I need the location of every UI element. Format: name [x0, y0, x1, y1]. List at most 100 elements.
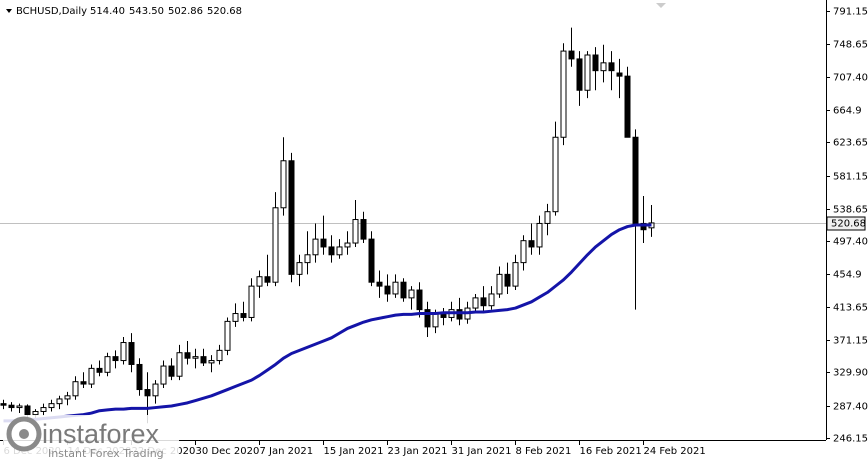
y-tick-label: 246.15 [833, 434, 868, 445]
y-tick-label: 707.40 [833, 73, 868, 84]
candle-body [536, 222, 543, 248]
candle-body [584, 54, 591, 91]
candle-body [424, 309, 431, 328]
last-price-label: 520.68 [831, 219, 866, 230]
candle-body [616, 72, 623, 77]
ohlc-value: 543.50 [129, 6, 164, 17]
candle-body [408, 289, 415, 299]
symbol: BCHUSD,Daily [16, 6, 87, 17]
candle-body [504, 273, 511, 287]
candle-body [304, 254, 311, 264]
watermark: instaforex Instant Forex Trading [3, 415, 179, 460]
candle-body [144, 389, 151, 397]
y-tick-label: 623.65 [833, 138, 868, 149]
tagline: Instant Forex Trading [48, 447, 164, 460]
candle-body [520, 240, 527, 264]
menu-arrow[interactable] [6, 9, 12, 13]
candle-body [192, 356, 199, 359]
candle-body [136, 363, 143, 391]
candle-body [496, 273, 503, 295]
y-tick-label: 413.65 [833, 303, 868, 314]
candle-body [368, 238, 375, 283]
moving-average [3, 223, 652, 423]
y-tick-label: 664.9 [833, 106, 862, 117]
candle-body [128, 342, 135, 365]
candle-body [152, 383, 159, 397]
y-tick-label: 497.40 [833, 237, 868, 248]
candle-body [488, 293, 495, 307]
candle-body [240, 313, 247, 318]
candle-body [8, 404, 15, 409]
candle-body [416, 289, 423, 311]
candle-body [48, 403, 55, 409]
y-tick-label: 287.40 [833, 402, 868, 413]
candle-body [64, 395, 71, 400]
candle-body [104, 356, 111, 373]
candle-body [184, 352, 191, 359]
candle-body [528, 240, 535, 248]
candle-body [472, 297, 479, 309]
candle-body [400, 281, 407, 299]
logo-dot [19, 429, 29, 439]
candle-body [344, 242, 351, 248]
candle-body [168, 365, 175, 377]
candle-body [72, 381, 79, 397]
candle-body [216, 349, 223, 362]
candle-body [200, 356, 207, 364]
candle-body [376, 281, 383, 287]
candle-body [456, 309, 463, 320]
candle-body [296, 262, 303, 275]
x-tick-label: 23 Jan 2021 [388, 446, 448, 457]
logo-icon [6, 416, 42, 452]
y-tick-label: 748.65 [833, 40, 868, 51]
watermark-box [3, 415, 179, 460]
candle-body [32, 410, 39, 416]
candle-body [112, 356, 119, 362]
candle-body [432, 313, 439, 328]
candle-body [232, 313, 239, 322]
candle-body [248, 285, 255, 318]
x-tick-label: 7 Jan 2021 [260, 446, 314, 457]
candle-body [160, 365, 167, 385]
candle-body [40, 407, 47, 412]
ohlc-value: 514.40 [90, 6, 125, 17]
candle-body [568, 50, 575, 60]
candle-body [16, 405, 23, 409]
candle-body [280, 160, 287, 209]
candle-body [512, 262, 519, 287]
candle-body [384, 285, 391, 295]
candle-body [176, 352, 183, 377]
candle-body [576, 58, 583, 91]
candle-body [56, 398, 63, 405]
candle-body [320, 238, 327, 248]
candle-body [552, 136, 559, 213]
y-tick-label: 791.15 [833, 7, 868, 18]
candle-body [256, 276, 263, 287]
candle-body [312, 238, 319, 256]
candle-body [80, 381, 87, 385]
candle-body [392, 281, 399, 295]
y-tick-label: 371.15 [833, 336, 868, 347]
candle-body [264, 276, 271, 283]
ohlc-value: 502.86 [168, 6, 203, 17]
candle-body [360, 219, 367, 240]
candle-body [120, 342, 127, 362]
candle-body [544, 211, 551, 224]
candle-body [0, 403, 7, 406]
candle-body [272, 207, 279, 283]
x-tick-label: 30 Dec 2020 [196, 446, 260, 457]
plot [0, 27, 826, 424]
candle-body [632, 136, 639, 224]
candle-body [336, 246, 343, 256]
y-tick-label: 329.90 [833, 368, 868, 379]
y-tick-label: 538.65 [833, 205, 868, 216]
candle-body [88, 367, 95, 385]
shift-marker [656, 3, 666, 8]
header-ohlc: 514.40 543.50 502.86 520.68 [90, 6, 242, 17]
candle-body [352, 219, 359, 244]
candle-body [480, 297, 487, 307]
x-tick-label: 8 Feb 2021 [516, 446, 572, 457]
candle-body [624, 75, 631, 138]
